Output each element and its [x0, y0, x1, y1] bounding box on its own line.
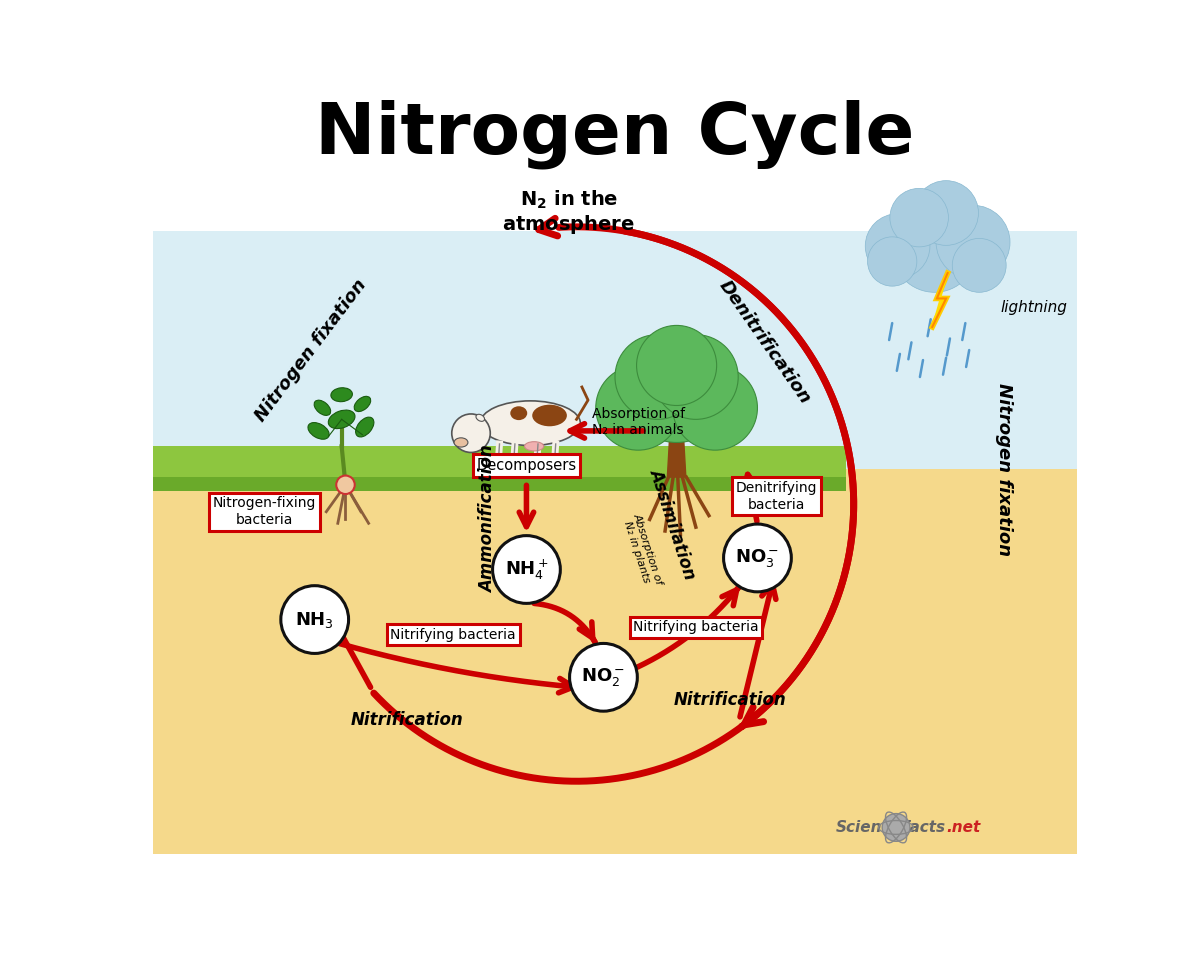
Ellipse shape	[454, 438, 468, 447]
Text: Nitrifying bacteria: Nitrifying bacteria	[390, 628, 516, 642]
Text: Nitrification: Nitrification	[350, 710, 463, 729]
Text: Nitrogen-fixing
bacteria: Nitrogen-fixing bacteria	[212, 496, 317, 527]
Circle shape	[281, 586, 348, 654]
Ellipse shape	[354, 396, 371, 412]
Polygon shape	[932, 273, 948, 327]
Text: NH$_4^+$: NH$_4^+$	[505, 558, 548, 582]
Ellipse shape	[355, 418, 374, 437]
Circle shape	[953, 238, 1006, 292]
Text: Denitrifying
bacteria: Denitrifying bacteria	[736, 481, 817, 512]
Text: .net: .net	[946, 820, 980, 835]
Circle shape	[882, 813, 910, 841]
Text: Absorption of
N₂ in plants: Absorption of N₂ in plants	[620, 512, 664, 588]
Ellipse shape	[331, 388, 353, 401]
Ellipse shape	[329, 410, 355, 428]
Circle shape	[636, 325, 716, 405]
Circle shape	[595, 366, 680, 450]
Text: Absorption of
N₂ in animals: Absorption of N₂ in animals	[592, 407, 685, 437]
Text: Ammonification: Ammonification	[479, 445, 497, 593]
Polygon shape	[667, 423, 686, 477]
Text: Nitrogen fixation: Nitrogen fixation	[995, 383, 1013, 556]
Circle shape	[893, 207, 977, 292]
Text: ScienceFacts: ScienceFacts	[836, 820, 946, 835]
Ellipse shape	[533, 405, 566, 426]
Circle shape	[570, 643, 637, 711]
Ellipse shape	[480, 401, 581, 445]
Text: Nitrogen fixation: Nitrogen fixation	[252, 276, 370, 424]
Text: Nitrifying bacteria: Nitrifying bacteria	[634, 620, 758, 635]
Text: NO$_2^-$: NO$_2^-$	[581, 666, 625, 688]
Text: $\mathbf{atmosphere}$: $\mathbf{atmosphere}$	[503, 213, 635, 236]
Ellipse shape	[476, 415, 485, 421]
Bar	[152, 446, 846, 481]
Ellipse shape	[524, 442, 544, 451]
Circle shape	[724, 524, 791, 591]
Bar	[152, 230, 1078, 469]
Circle shape	[673, 366, 757, 450]
Circle shape	[654, 335, 738, 420]
Text: Nitrification: Nitrification	[674, 691, 787, 709]
Circle shape	[936, 205, 1010, 279]
Ellipse shape	[510, 406, 527, 420]
Text: NO$_3^-$: NO$_3^-$	[736, 547, 780, 569]
Bar	[152, 469, 1078, 854]
Bar	[152, 115, 1078, 230]
Bar	[152, 477, 846, 491]
Circle shape	[451, 414, 491, 452]
Text: Denitrification: Denitrification	[715, 277, 815, 408]
Ellipse shape	[308, 422, 329, 440]
Circle shape	[913, 180, 978, 246]
Text: NH$_3$: NH$_3$	[295, 610, 334, 630]
Circle shape	[868, 237, 917, 286]
Ellipse shape	[314, 400, 331, 416]
Circle shape	[492, 536, 560, 604]
Text: lightning: lightning	[1000, 300, 1067, 315]
Text: Nitrogen Cycle: Nitrogen Cycle	[316, 100, 914, 169]
Circle shape	[623, 335, 731, 443]
Circle shape	[865, 214, 930, 278]
Text: Assimilation: Assimilation	[647, 466, 700, 581]
Circle shape	[890, 188, 948, 247]
Text: Decomposers: Decomposers	[476, 458, 576, 473]
Circle shape	[616, 335, 700, 420]
Text: $\mathbf{N_2}$ in the: $\mathbf{N_2}$ in the	[520, 189, 618, 211]
Circle shape	[336, 475, 355, 494]
